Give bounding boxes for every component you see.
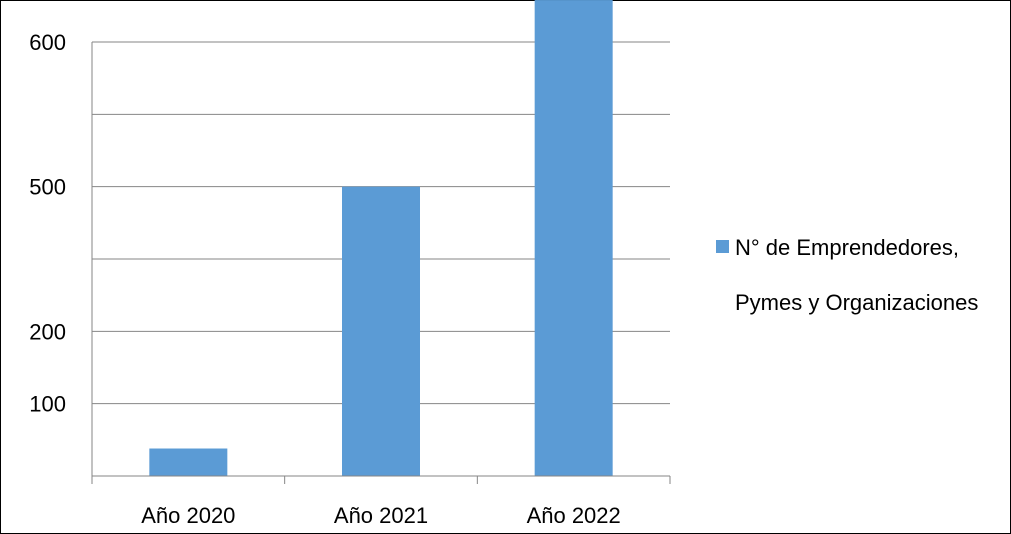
y-tick-label: 500: [29, 175, 66, 200]
axes: [91, 42, 671, 484]
legend: N° de Emprendedores, Pymes y Organizacio…: [716, 235, 978, 315]
bar: [342, 186, 420, 476]
y-tick-label: 100: [29, 392, 66, 417]
legend-label-line-2: Pymes y Organizaciones: [735, 290, 978, 315]
y-tick-label: 200: [29, 319, 66, 344]
legend-swatch: [716, 240, 729, 253]
y-tick-label: 600: [29, 30, 66, 55]
x-tick-labels: Año 2020 Año 2021 Año 2022: [141, 503, 621, 528]
x-tick-label: Año 2022: [527, 503, 621, 528]
y-tick-labels: 100 200 500 600: [29, 30, 66, 417]
x-tick-label: Año 2021: [334, 503, 428, 528]
bar: [534, 0, 613, 477]
bars: [149, 0, 613, 477]
legend-label-line-1: N° de Emprendedores,: [735, 235, 959, 260]
x-tick-label: Año 2020: [141, 503, 235, 528]
bar: [149, 448, 228, 476]
